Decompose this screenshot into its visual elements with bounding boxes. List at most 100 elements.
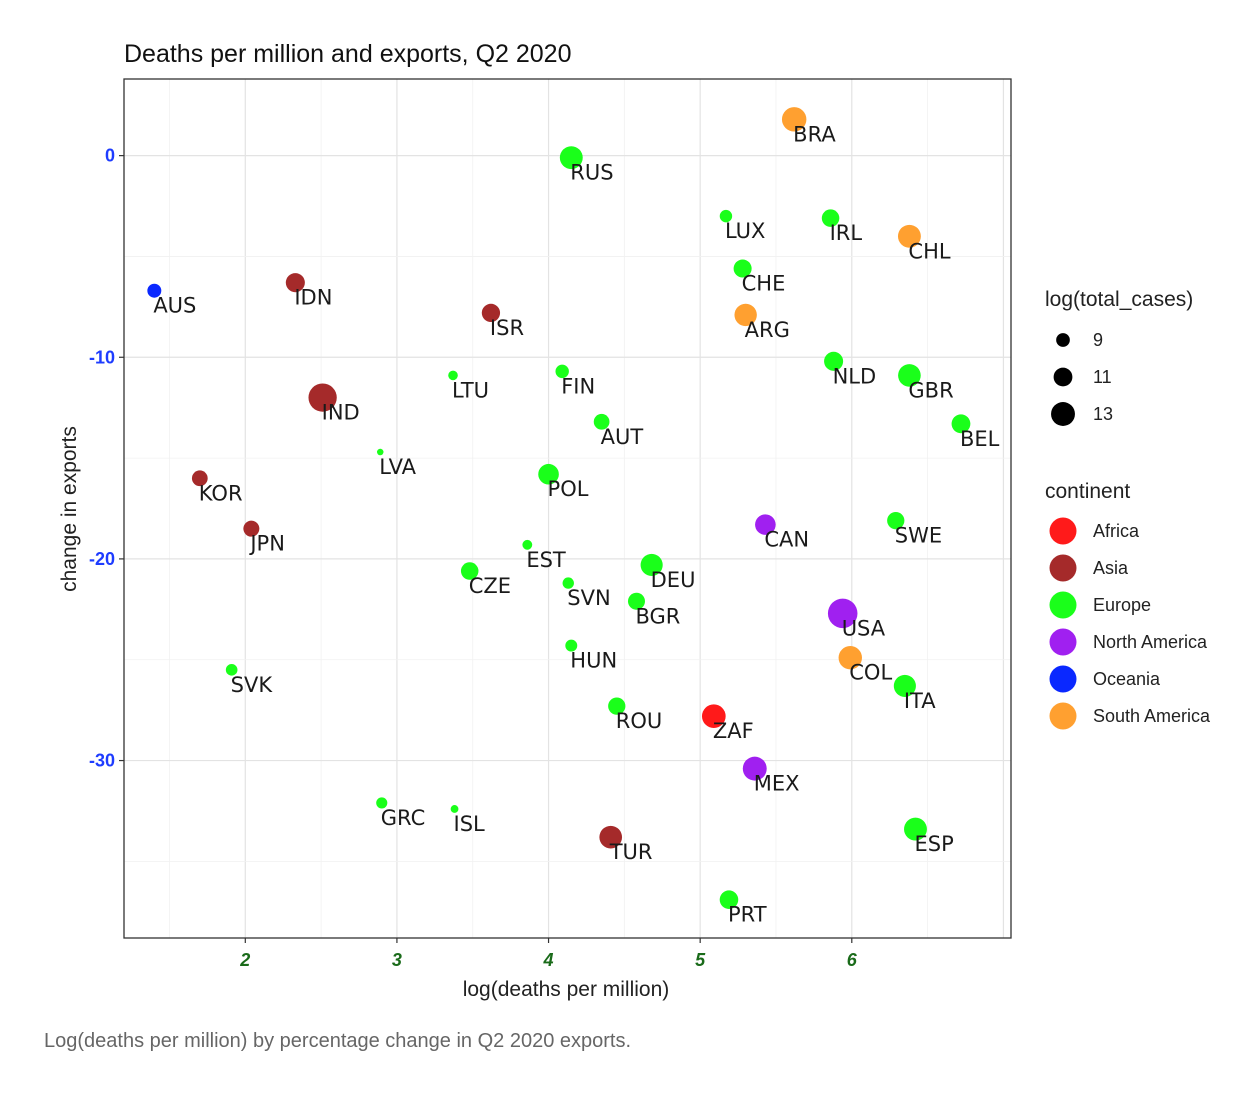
size-legend-key [1056,333,1070,347]
point-bgr [627,592,645,610]
point-rus [559,146,583,170]
point-label-aut: AUT [601,425,644,449]
x-axis-title: log(deaths per million) [463,978,670,1001]
point-ltu [448,370,458,381]
size-legend-label: 13 [1093,404,1113,424]
color-legend-key-oceania [1049,665,1077,693]
point-label-rou: ROU [616,709,663,733]
color-legend-title: continent [1045,480,1130,503]
point-aut [593,413,610,430]
point-label-idn: IDN [294,286,332,310]
color-legend-key-europe [1049,591,1077,619]
color-legend-label: North America [1093,632,1208,652]
size-legend: log(total_cases) 9 11 13 [1045,288,1193,426]
point-gbr [898,364,921,387]
point-label-cze: CZE [469,574,511,598]
data-points [147,107,971,909]
point-svk [225,663,238,676]
point-ita [893,674,916,698]
point-label-isl: ISL [454,812,486,836]
point-zaf [701,704,726,729]
point-label-ita: ITA [904,689,936,713]
point-label-grc: GRC [381,806,425,830]
point-bra [781,107,807,132]
size-legend-key [1053,367,1073,387]
point-label-isr: ISR [490,316,524,340]
point-label-pol: POL [548,477,589,501]
point-fin [555,364,569,379]
point-label-rus: RUS [570,161,613,185]
color-legend-key-asia [1049,554,1077,582]
point-label-lux: LUX [725,219,765,243]
point-label-usa: USA [842,616,886,640]
color-legend-label: South America [1093,706,1211,726]
x-tick-label: 6 [847,950,858,970]
point-est [522,539,533,550]
point-ind [308,383,337,412]
plot-border [123,78,1012,939]
point-rou [608,697,626,715]
point-isl [450,805,459,813]
point-label-kor: KOR [199,481,243,505]
point-irl [821,209,840,227]
point-isr [481,303,501,323]
point-swe [887,511,905,530]
point-idn [285,273,305,293]
point-label-deu: DEU [651,568,696,592]
point-label-can: CAN [764,528,809,552]
point-label-swe: SWE [895,524,942,548]
x-tick-label: 4 [543,950,554,970]
y-tick-label: -20 [89,549,115,569]
point-label-bgr: BGR [635,604,680,628]
point-che [733,259,752,278]
size-legend-label: 9 [1093,330,1103,350]
point-grc [376,797,388,809]
y-tick-label: 0 [105,146,115,166]
figure-caption: Log(deaths per million) by percentage ch… [44,1030,632,1052]
point-tur [599,825,623,849]
point-label-arg: ARG [745,318,790,342]
size-legend-title: log(total_cases) [1045,288,1193,311]
point-label-gbr: GBR [908,378,953,402]
point-kor [191,470,208,487]
point-pol [538,463,559,485]
point-label-hun: HUN [570,649,617,673]
x-tick-label: 5 [695,950,706,970]
y-tick-label: -10 [89,347,115,367]
color-legend-key-africa [1049,517,1077,545]
point-label-nld: NLD [833,364,877,388]
point-label-svn: SVN [567,586,610,610]
point-label-ind: IND [322,401,360,425]
point-mex [742,756,767,781]
point-label-bra: BRA [793,122,836,146]
point-labels: BRA RUS LUX IRL CHL CHE AUS IDN ISR ARG NLD GBR LTU F… [153,122,999,926]
point-svn [562,577,574,589]
color-legend-label: Oceania [1093,669,1161,689]
point-lux [719,209,733,223]
point-label-col: COL [849,661,892,685]
point-usa [827,598,858,629]
point-chl [897,224,921,248]
x-tick-label: 3 [392,950,402,970]
point-label-jpn: JPN [248,532,285,556]
color-legend-key-south-america [1049,702,1077,730]
color-legend-label: Africa [1093,521,1140,541]
point-arg [734,303,757,327]
point-can [755,514,776,535]
point-label-tur: TUR [609,840,653,864]
x-axis-ticks: 2 3 4 5 6 [239,938,858,970]
point-label-svk: SVK [231,673,274,697]
point-prt [719,890,739,909]
point-label-irl: IRL [830,221,863,245]
point-aus [147,283,162,298]
point-label-mex: MEX [754,772,800,796]
y-axis-ticks: 0 -10 -20 -30 [89,146,124,771]
plot-panel [124,79,1011,938]
size-legend-label: 11 [1093,367,1112,387]
point-esp [904,817,927,841]
y-axis-title: change in exports [58,426,81,592]
point-label-prt: PRT [728,903,767,927]
color-legend-key-north-america [1049,628,1077,656]
point-deu [640,553,663,577]
